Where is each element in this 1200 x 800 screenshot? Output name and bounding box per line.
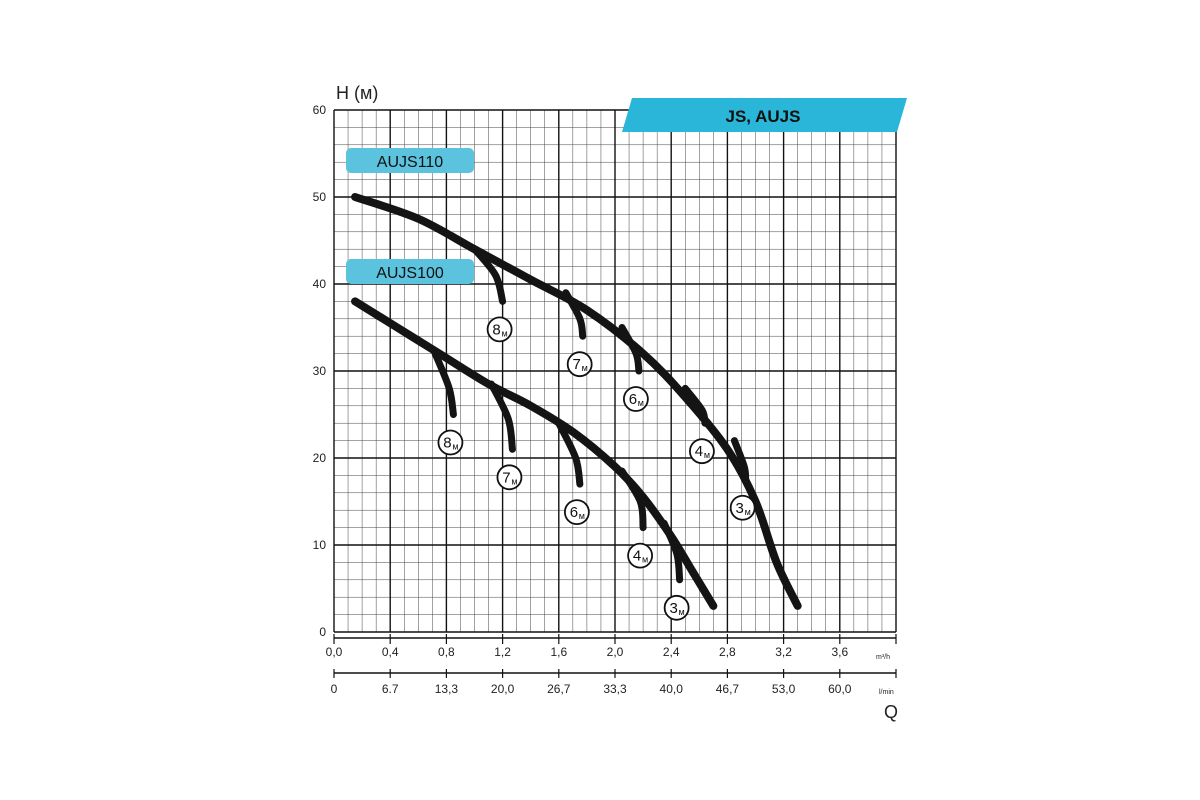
depth-label-circle	[566, 351, 593, 378]
x-m3h-tick-label: 0,0	[326, 645, 343, 659]
series-label-aujs100-text: AUJS100	[376, 265, 444, 282]
depth-labels: 8 м7 м6 м4 м3 м8 м7 м6 м4 м3 м	[437, 316, 756, 621]
x-m3h-tick-label: 1,6	[550, 645, 567, 659]
y-tick-label: 40	[313, 277, 327, 291]
x-lmin-tick-label: 46,7	[716, 682, 740, 696]
series-line-aujs110	[351, 193, 802, 610]
x-m3h-tick-label: 2,8	[719, 645, 736, 659]
x-m3h-tick-label: 0,8	[438, 645, 455, 659]
series-label-aujs100-bg	[346, 259, 474, 284]
depth-branch-6m	[555, 419, 584, 488]
x-lmin-tick-label: 40,0	[660, 682, 684, 696]
depth-branch-4m	[618, 467, 647, 532]
x-axis-unit-lmin: l/min	[879, 689, 894, 696]
depth-branch-3m	[660, 519, 684, 584]
x-m3h-tick-label: 3,2	[775, 645, 792, 659]
depth-branch-8m	[431, 350, 457, 418]
y-tick-label: 0	[319, 625, 326, 639]
depth-label-circle	[627, 542, 653, 569]
depth-branch-4m	[681, 384, 709, 427]
x-lmin-tick-label: 53,0	[772, 682, 796, 696]
series-label-aujs100: AUJS100	[346, 259, 474, 284]
depth-label-value: 8	[443, 435, 451, 452]
depth-label-circle	[563, 499, 590, 525]
x-m3h-tick-label: 2,0	[607, 645, 624, 659]
series-label-aujs110-text: AUJS110	[377, 154, 444, 171]
x-m3h-tick-label: 0,4	[382, 645, 399, 659]
x-axis-unit-m3h: m³/h	[876, 654, 890, 661]
depth-label-unit: м	[642, 555, 648, 565]
x-lmin-tick-label: 13,3	[435, 682, 459, 696]
depth-label-unit: м	[704, 450, 710, 460]
depth-label-value: 3	[735, 500, 743, 517]
depth-label-circle	[486, 316, 513, 343]
depth-label-value: 8	[492, 321, 500, 338]
depth-label-unit: м	[511, 476, 517, 486]
depth-label-circle	[437, 429, 464, 456]
y-tick-label: 50	[313, 190, 327, 204]
chart-title: JS, AUJS	[726, 107, 801, 126]
curves	[351, 193, 802, 610]
x-axis-label: Q	[884, 702, 898, 722]
depth-label-unit: м	[502, 328, 508, 338]
depth-label-value: 3	[669, 600, 677, 617]
depth-branch-7m	[562, 289, 587, 340]
x-lmin-tick-label: 26,7	[547, 682, 571, 696]
x-lmin-tick-label: 20,0	[491, 682, 515, 696]
depth-label-value: 4	[633, 548, 641, 565]
x-lmin-tick-label: 33,3	[603, 682, 627, 696]
depth-label-unit: м	[579, 511, 585, 521]
x-m3h-tick-label: 3,6	[831, 645, 848, 659]
depth-branch-3m	[730, 437, 750, 484]
depth-label-circle	[729, 494, 756, 521]
depth-label-value: 4	[695, 443, 703, 460]
depth-label-value: 7	[502, 469, 510, 486]
x-lmin-tick-label: 6.7	[382, 682, 399, 696]
depth-label-circle	[663, 594, 690, 621]
depth-label-circle	[496, 464, 523, 491]
y-tick-label: 10	[313, 538, 327, 552]
depth-branch-7m	[487, 380, 516, 453]
title-banner-shape	[622, 98, 907, 132]
series-label-aujs110: AUJS110	[346, 148, 474, 173]
depth-label-unit: м	[452, 442, 458, 452]
y-axis-label: H (м)	[336, 83, 378, 103]
depth-label-value: 7	[573, 356, 581, 373]
depth-label-value: 6	[570, 504, 578, 521]
depth-label-unit: м	[745, 507, 751, 517]
series-label-aujs110-bg	[346, 148, 474, 173]
depth-branch-6m	[618, 324, 643, 375]
depth-label-circle	[622, 386, 649, 412]
grid-major	[333, 109, 897, 633]
depth-label-circle	[689, 438, 715, 465]
y-tick-label: 60	[313, 103, 327, 117]
title-banner: JS, AUJS	[622, 98, 907, 132]
x-m3h-tick-label: 2,4	[663, 645, 680, 659]
x-lmin-tick-label: 60,0	[828, 682, 852, 696]
y-tick-label: 20	[313, 451, 327, 465]
depth-label-unit: м	[679, 607, 685, 617]
depth-label-value: 6	[629, 391, 637, 408]
y-tick-label: 30	[313, 364, 327, 378]
depth-branch-8m	[471, 245, 507, 305]
depth-label-unit: м	[582, 363, 588, 373]
x-m3h-tick-label: 1,2	[494, 645, 511, 659]
x-lmin-tick-label: 0	[331, 682, 338, 696]
series-line-aujs100	[351, 297, 718, 610]
depth-label-unit: м	[638, 398, 644, 408]
